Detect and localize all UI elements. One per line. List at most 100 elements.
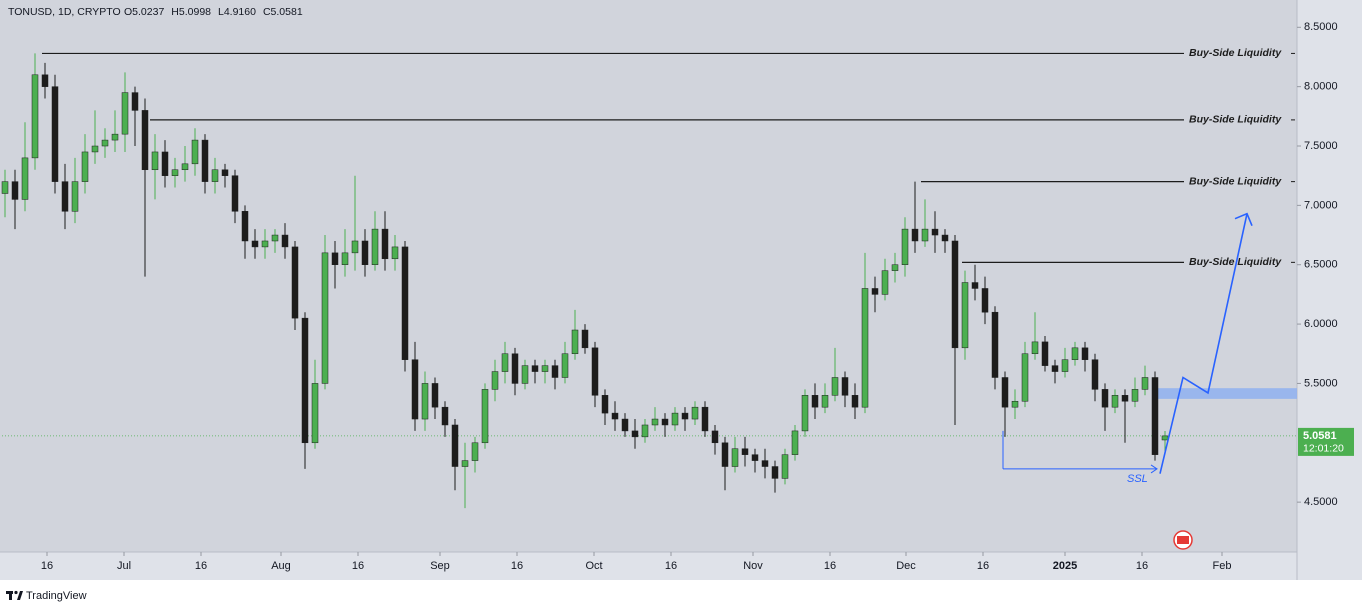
y-tick-label: 8.0000 <box>1304 81 1338 93</box>
candle-body <box>191 139 199 165</box>
y-tick-label: 6.0000 <box>1304 318 1338 330</box>
candle-body <box>251 240 259 248</box>
candle-body <box>1001 377 1009 408</box>
candle-body <box>131 92 139 111</box>
candle-body <box>361 240 369 265</box>
candle-body <box>611 412 619 420</box>
candle-body <box>601 395 609 414</box>
ohlc-value: H5.0998 <box>171 6 211 18</box>
candle-body <box>451 424 459 467</box>
x-tick-label: 16 <box>824 560 836 572</box>
candle-body <box>381 228 389 260</box>
candle-body <box>681 412 689 420</box>
candle-body <box>501 353 509 372</box>
candle-body <box>1011 400 1019 408</box>
candle-body <box>31 74 39 159</box>
tradingview-logo <box>6 590 23 600</box>
candle-body <box>1061 359 1069 372</box>
candle-body <box>1111 395 1119 408</box>
candle-body <box>771 466 779 479</box>
candle-body <box>651 418 659 426</box>
candle-body <box>211 169 219 182</box>
candle-body <box>841 377 849 396</box>
last-bar-values: O5.0237 H5.0998 L4.9160 C5.0581 <box>124 6 303 18</box>
candle-body <box>371 228 379 265</box>
candle-body <box>831 377 839 396</box>
candle-body <box>331 252 339 265</box>
y-tick-label: 4.5000 <box>1304 496 1338 508</box>
candle-body <box>551 365 559 378</box>
candle-body <box>1 181 9 194</box>
x-tick-label: Feb <box>1213 560 1232 572</box>
candle-body <box>891 264 899 271</box>
ssl-label: SSL <box>1127 473 1148 485</box>
candle-body <box>631 430 639 438</box>
candle-body <box>921 228 929 242</box>
candle-body <box>411 359 419 420</box>
footer-background <box>0 580 1362 606</box>
candle-body <box>271 234 279 242</box>
candle-body <box>391 246 399 260</box>
candle-body <box>981 288 989 313</box>
candle-body <box>81 151 89 182</box>
candle-body <box>801 395 809 432</box>
candle-body <box>141 110 149 171</box>
candle-body <box>1121 395 1129 402</box>
candle-body <box>541 365 549 372</box>
candle-body <box>871 288 879 295</box>
candle-body <box>491 371 499 390</box>
x-tick-label: 16 <box>511 560 523 572</box>
candle-body <box>1151 377 1159 455</box>
x-tick-label: Dec <box>896 560 916 572</box>
candle-body <box>151 151 159 171</box>
candle-body <box>401 246 409 360</box>
x-tick-label: 2025 <box>1053 560 1077 572</box>
candle-body <box>811 395 819 408</box>
candle-body <box>571 329 579 355</box>
candle-body <box>1131 389 1139 402</box>
candle-body <box>911 228 919 242</box>
candle-body <box>431 383 439 408</box>
y-tick-label: 5.5000 <box>1304 377 1338 389</box>
calendar-icon-inner <box>1177 536 1189 544</box>
candle-body <box>721 442 729 467</box>
x-tick-label: 16 <box>195 560 207 572</box>
ssl-arrowhead <box>1150 464 1158 474</box>
candle-body <box>851 395 859 408</box>
candle-body <box>1091 359 1099 390</box>
candle-body <box>231 175 239 212</box>
x-tick-label: 16 <box>977 560 989 572</box>
candle-body <box>301 317 309 444</box>
candle-body <box>111 133 119 141</box>
candle-body <box>1051 365 1059 372</box>
candle-body <box>561 353 569 378</box>
candle-body <box>61 181 69 212</box>
x-tick-label: Sep <box>430 560 450 572</box>
ohlc-value: C5.0581 <box>263 6 303 18</box>
candle-body <box>41 74 49 87</box>
candle-body <box>21 157 29 200</box>
candle-body <box>581 329 589 349</box>
candle-body <box>661 418 669 426</box>
y-tick-label: 8.5000 <box>1304 21 1338 33</box>
candle-body <box>881 270 889 295</box>
candle-body <box>941 234 949 242</box>
candle-body <box>781 454 789 479</box>
candle-body <box>241 211 249 242</box>
candle-body <box>471 442 479 461</box>
y-tick-label: 7.0000 <box>1304 199 1338 211</box>
liquidity-label: Buy-Side Liquidity <box>1189 47 1282 59</box>
candle-body <box>51 86 59 182</box>
candle-body <box>531 365 539 372</box>
candle-body <box>351 240 359 254</box>
x-tick-label: Oct <box>585 560 602 572</box>
candle-body <box>821 395 829 408</box>
candle-body <box>701 406 709 432</box>
candle-body <box>261 240 269 248</box>
footer-brand: TradingView <box>26 590 87 602</box>
candle-body <box>181 163 189 171</box>
candle-body <box>961 282 969 349</box>
candle-body <box>461 460 469 467</box>
candle-body <box>11 181 19 200</box>
